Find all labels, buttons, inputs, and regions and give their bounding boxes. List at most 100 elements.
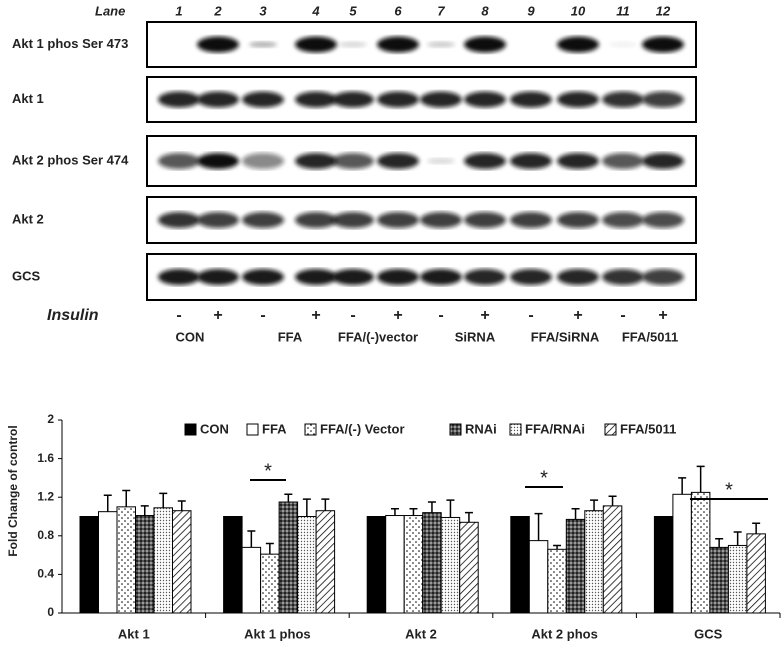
band	[377, 91, 419, 108]
bar	[172, 510, 192, 614]
error-bar	[534, 512, 543, 541]
insulin-sign: -	[438, 307, 443, 324]
band	[420, 212, 462, 228]
bar	[709, 546, 729, 614]
band	[642, 36, 684, 53]
bar	[278, 501, 299, 614]
error-bar	[390, 508, 399, 516]
band	[158, 212, 200, 228]
band	[242, 269, 284, 285]
lane-number: 2	[213, 3, 222, 18]
band	[295, 91, 337, 108]
bar	[79, 516, 99, 614]
error-bar	[177, 500, 186, 511]
x-tick-label: GCS	[694, 626, 723, 641]
error-bar	[265, 542, 274, 555]
band	[295, 269, 337, 285]
band	[464, 212, 506, 228]
significance-mark: *	[264, 460, 272, 482]
insulin-sign: -	[620, 307, 625, 324]
band	[295, 36, 337, 53]
bar	[602, 505, 623, 614]
band	[642, 91, 684, 108]
band	[158, 153, 200, 169]
row-label: Akt 1 phos Ser 473	[12, 36, 128, 51]
legend-label: FFA	[262, 421, 287, 436]
row-label: Akt 1	[12, 91, 44, 106]
error-bar	[715, 537, 724, 548]
lane-number: 12	[656, 3, 671, 18]
y-axis-label: Fold Change of control	[6, 425, 20, 556]
error-bar	[302, 498, 311, 517]
band	[464, 91, 506, 108]
legend-swatch	[304, 423, 317, 436]
y-tick-label: 0.8	[37, 528, 54, 542]
lane-number: 6	[394, 3, 402, 18]
band	[295, 153, 337, 169]
bar	[153, 507, 173, 614]
error-bar	[553, 544, 562, 550]
band	[557, 153, 599, 169]
y-tick-label: 1.2	[37, 489, 54, 503]
band	[332, 153, 374, 169]
error-bar	[678, 477, 687, 495]
band	[332, 91, 374, 108]
insulin-sign: -	[350, 307, 355, 324]
insulin-sign: +	[213, 307, 222, 324]
bar	[565, 518, 586, 614]
lane-number: 4	[311, 3, 320, 18]
lane-number: 3	[259, 3, 267, 18]
bar	[459, 521, 479, 614]
bar	[223, 516, 243, 614]
error-bar	[284, 493, 293, 503]
x-tick-label: Akt 2	[405, 626, 437, 641]
band	[158, 91, 200, 108]
error-bar	[247, 530, 256, 548]
error-bar	[140, 505, 149, 516]
error-bar	[103, 494, 112, 512]
band	[332, 269, 374, 285]
bar	[547, 548, 567, 614]
bar	[315, 510, 336, 614]
bar	[727, 544, 748, 614]
band	[427, 158, 455, 164]
y-tick-label: 0.4	[37, 567, 54, 581]
band	[464, 153, 506, 169]
band	[249, 41, 277, 48]
bar	[260, 553, 280, 614]
lane-number: 7	[437, 3, 445, 18]
band	[510, 269, 552, 285]
legend-label: FFA/RNAi	[525, 421, 585, 436]
band	[464, 269, 506, 285]
legend-swatch	[509, 423, 522, 436]
error-bar	[571, 508, 580, 520]
error-bar	[446, 499, 455, 518]
y-tick-label: 0	[47, 605, 54, 619]
band	[427, 41, 455, 48]
bar	[297, 516, 317, 614]
error-bar	[427, 501, 436, 513]
bar	[528, 540, 549, 614]
error-bar	[122, 489, 131, 507]
row-label: GCS	[12, 268, 41, 283]
band	[197, 91, 239, 108]
band	[197, 269, 239, 285]
band	[295, 212, 337, 228]
bar	[98, 511, 118, 614]
bar	[241, 546, 262, 614]
band	[510, 153, 552, 169]
legend-swatch	[184, 423, 197, 436]
x-tick-label: Akt 1 phos	[244, 626, 310, 641]
bar	[116, 506, 136, 614]
bar	[690, 491, 711, 614]
band	[242, 153, 284, 169]
bar	[746, 533, 766, 614]
insulin-sign: +	[311, 307, 320, 324]
band	[197, 153, 239, 169]
group-label: SiRNA	[455, 329, 496, 344]
error-bar	[696, 465, 705, 493]
lane-number: 1	[175, 3, 182, 18]
legend-label: FFA/5011	[620, 421, 676, 436]
y-tick-label: 2	[47, 412, 54, 426]
band	[609, 41, 637, 48]
